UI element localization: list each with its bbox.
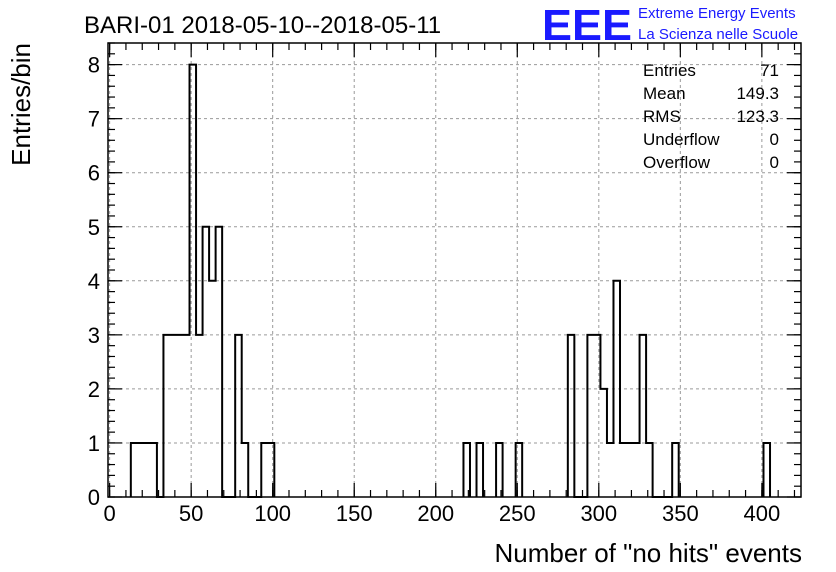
stats-underflow-value: 0: [770, 130, 779, 149]
logo-letters: EEE: [542, 1, 632, 50]
histogram-outline: [129, 63, 772, 498]
stats-mean-label: Mean: [643, 84, 686, 103]
stats-box: Entries 71 Mean 149.3 RMS 123.3 Underflo…: [643, 61, 779, 172]
tick-labels: 0 1 2 3 4 5 6 7 8 0 50 100 150 200 250 300 350 400: [88, 53, 780, 526]
y-tick-label: 6: [88, 161, 100, 186]
x-tick-label: 150: [336, 501, 373, 526]
x-tick-label: 350: [662, 501, 699, 526]
histogram-bin: [176, 335, 183, 497]
grid-lines: [108, 43, 801, 497]
y-tick-label: 5: [88, 215, 100, 240]
y-tick-label: 2: [88, 377, 100, 402]
x-axis-label: Number of "no hits" events: [495, 538, 803, 568]
y-tick-label: 1: [88, 431, 100, 456]
histogram-bin: [627, 443, 634, 497]
axis-ticks: [108, 42, 801, 498]
stats-mean-value: 149.3: [736, 84, 779, 103]
x-tick-label: 300: [580, 501, 617, 526]
y-tick-label: 7: [88, 107, 100, 132]
histogram-bin: [633, 443, 640, 497]
histogram-bin: [137, 443, 144, 497]
histogram-bin: [620, 443, 627, 497]
stats-overflow-value: 0: [770, 153, 779, 172]
y-tick-label: 8: [88, 53, 100, 78]
stats-entries-value: 71: [760, 61, 779, 80]
plot-frame: [107, 42, 802, 498]
x-tick-label: 0: [104, 501, 116, 526]
histogram-bin: [170, 335, 177, 497]
y-tick-label: 3: [88, 323, 100, 348]
stats-overflow-label: Overflow: [643, 153, 711, 172]
x-tick-label: 200: [417, 501, 454, 526]
y-tick-label: 0: [88, 485, 100, 510]
x-tick-label: 250: [499, 501, 536, 526]
histogram-bin: [196, 335, 203, 497]
x-tick-label: 50: [179, 501, 203, 526]
eee-logo: EEE Extreme Energy Events La Scienza nel…: [542, 1, 798, 50]
stats-entries-label: Entries: [643, 61, 696, 80]
histogram-bin: [607, 443, 614, 497]
logo-line-1: Extreme Energy Events: [638, 5, 796, 22]
x-tick-label: 100: [254, 501, 291, 526]
x-tick-label: 400: [744, 501, 781, 526]
stats-underflow-label: Underflow: [643, 130, 720, 149]
y-axis-label: Entries/bin: [6, 43, 36, 166]
chart-title: BARI-01 2018-05-10--2018-05-11: [84, 12, 441, 39]
stats-rms-label: RMS: [643, 107, 681, 126]
logo-line-2: La Scienza nelle Scuole: [638, 26, 798, 43]
histogram-bin: [144, 443, 151, 497]
y-tick-label: 4: [88, 269, 100, 294]
stats-rms-value: 123.3: [736, 107, 779, 126]
histogram-bin: [183, 335, 190, 497]
